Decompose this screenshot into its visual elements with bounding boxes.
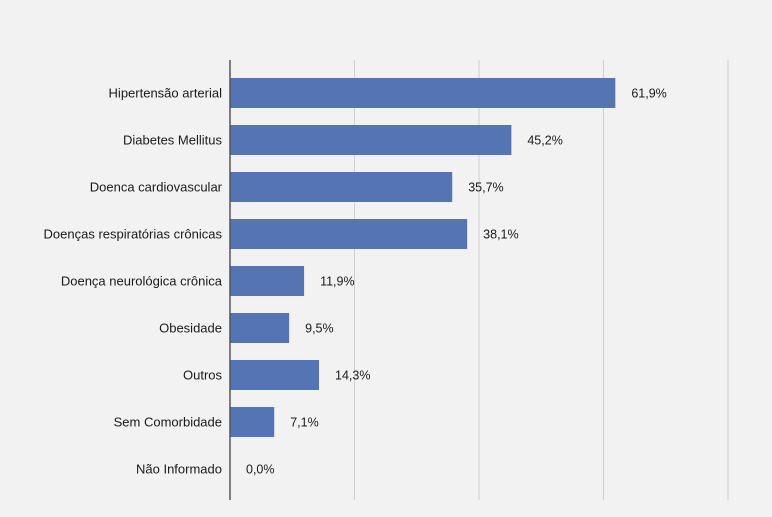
category-label: Hipertensão arterial (109, 86, 223, 101)
category-label: Não Informado (136, 462, 222, 477)
bar (230, 219, 468, 249)
category-labels: Hipertensão arterial Diabetes Mellitus Doe… (44, 86, 223, 477)
category-label: Sem Comorbidade (114, 415, 222, 430)
value-label: 9,5% (305, 322, 334, 336)
value-label: 14,3% (335, 369, 370, 383)
value-label: 35,7% (468, 181, 503, 195)
value-label: 61,9% (631, 87, 666, 101)
category-label: Obesidade (159, 321, 222, 336)
value-label: 38,1% (483, 228, 518, 242)
value-label: 7,1% (290, 416, 319, 430)
category-label: Doença neurológica crônica (61, 274, 223, 289)
bar (230, 78, 616, 108)
category-label: Outros (183, 368, 223, 383)
bar (230, 407, 275, 437)
bar (230, 125, 512, 155)
bar (230, 360, 320, 390)
value-label: 45,2% (527, 134, 562, 148)
category-label: Doenca cardiovascular (90, 180, 223, 195)
bar (230, 266, 305, 296)
value-labels: 61,9% 45,2% 35,7% 38,1% 11,9% 9,5% 14,3% 7,1% 0,… (246, 87, 667, 477)
bar (230, 313, 290, 343)
category-label: Diabetes Mellitus (123, 133, 222, 148)
bar (230, 172, 453, 202)
value-label: 0,0% (246, 463, 275, 477)
bars (230, 78, 616, 437)
value-label: 11,9% (320, 275, 355, 289)
category-label: Doenças respiratórias crônicas (44, 227, 223, 242)
